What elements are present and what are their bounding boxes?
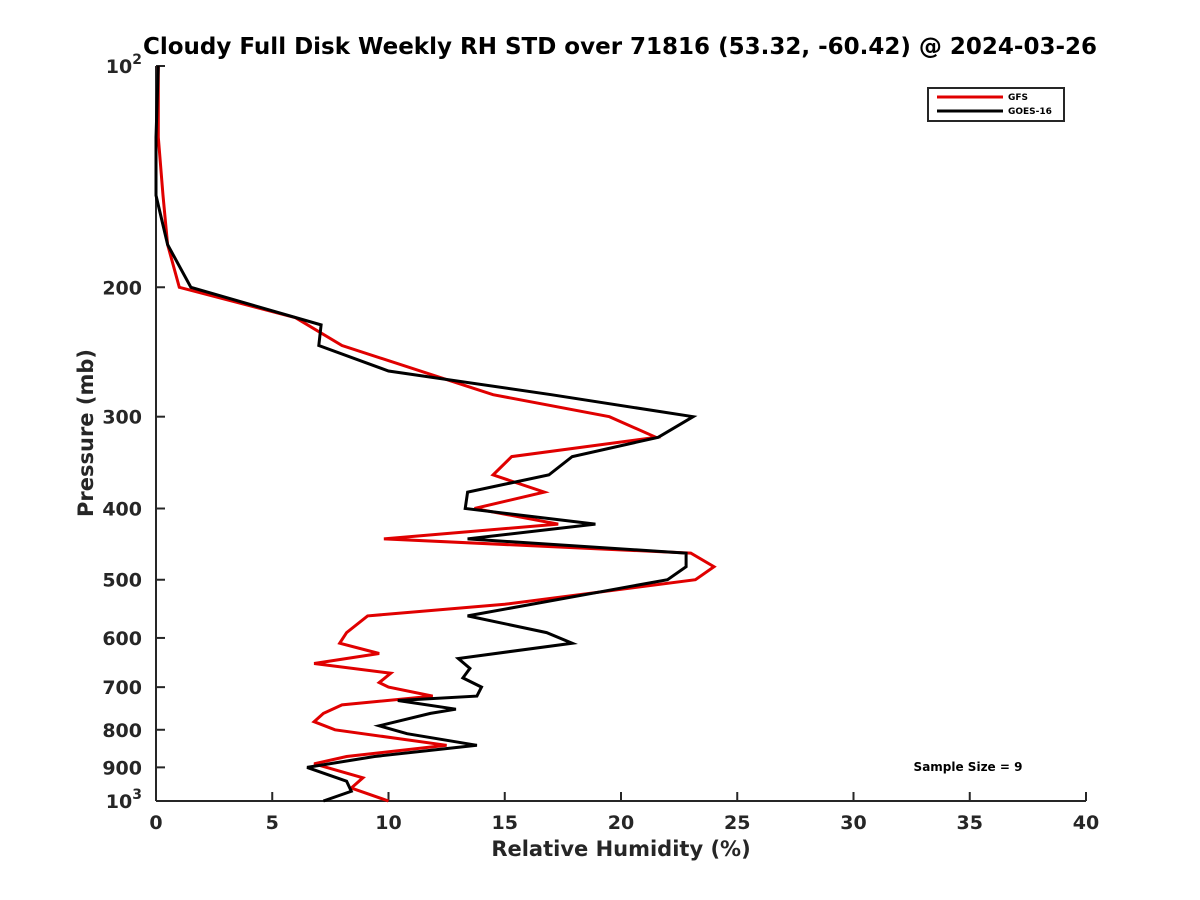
y-axis-label: Pressure (mb) <box>74 349 98 517</box>
legend: GFS GOES-16 <box>927 87 1065 122</box>
x-tick-label: 5 <box>266 812 279 834</box>
y-tick-label: 600 <box>102 628 142 650</box>
x-axis-label: Relative Humidity (%) <box>491 837 750 861</box>
x-tick-label: 30 <box>840 812 866 834</box>
y-tick-label: 103 <box>106 787 142 813</box>
series-lines <box>154 65 717 803</box>
sample-size-annotation: Sample Size = 9 <box>914 760 1023 774</box>
x-tick-label: 35 <box>957 812 983 834</box>
legend-label-goes16: GOES-16 <box>1008 107 1052 117</box>
y-tick-label: 800 <box>102 720 142 742</box>
x-tick-label: 0 <box>149 812 162 834</box>
y-tick-label: 400 <box>102 499 142 521</box>
y-tick-label: 102 <box>106 52 142 78</box>
series-line-goes16 <box>154 65 698 803</box>
x-tick-label: 20 <box>608 812 634 834</box>
plot-area: 0 5 10 15 20 25 30 35 40 102 200 300 400 500 600 700 80… <box>102 52 1099 834</box>
y-tick-label: 200 <box>102 277 142 299</box>
x-tick-label: 10 <box>375 812 401 834</box>
y-tick-label: 700 <box>102 677 142 699</box>
x-ticks: 0 5 10 15 20 25 30 35 40 <box>149 792 1099 834</box>
chart-title: Cloudy Full Disk Weekly RH STD over 7181… <box>143 34 1097 60</box>
y-tick-label: 300 <box>102 407 142 429</box>
x-tick-label: 15 <box>492 812 518 834</box>
legend-box <box>927 87 1065 122</box>
x-tick-label: 40 <box>1073 812 1099 834</box>
y-ticks: 102 200 300 400 500 600 700 800 900 103 <box>102 52 165 813</box>
y-tick-label: 500 <box>102 570 142 592</box>
y-tick-label: 900 <box>102 757 142 779</box>
series-line-gfs <box>156 66 717 803</box>
legend-label-gfs: GFS <box>1008 93 1028 103</box>
x-tick-label: 25 <box>724 812 750 834</box>
